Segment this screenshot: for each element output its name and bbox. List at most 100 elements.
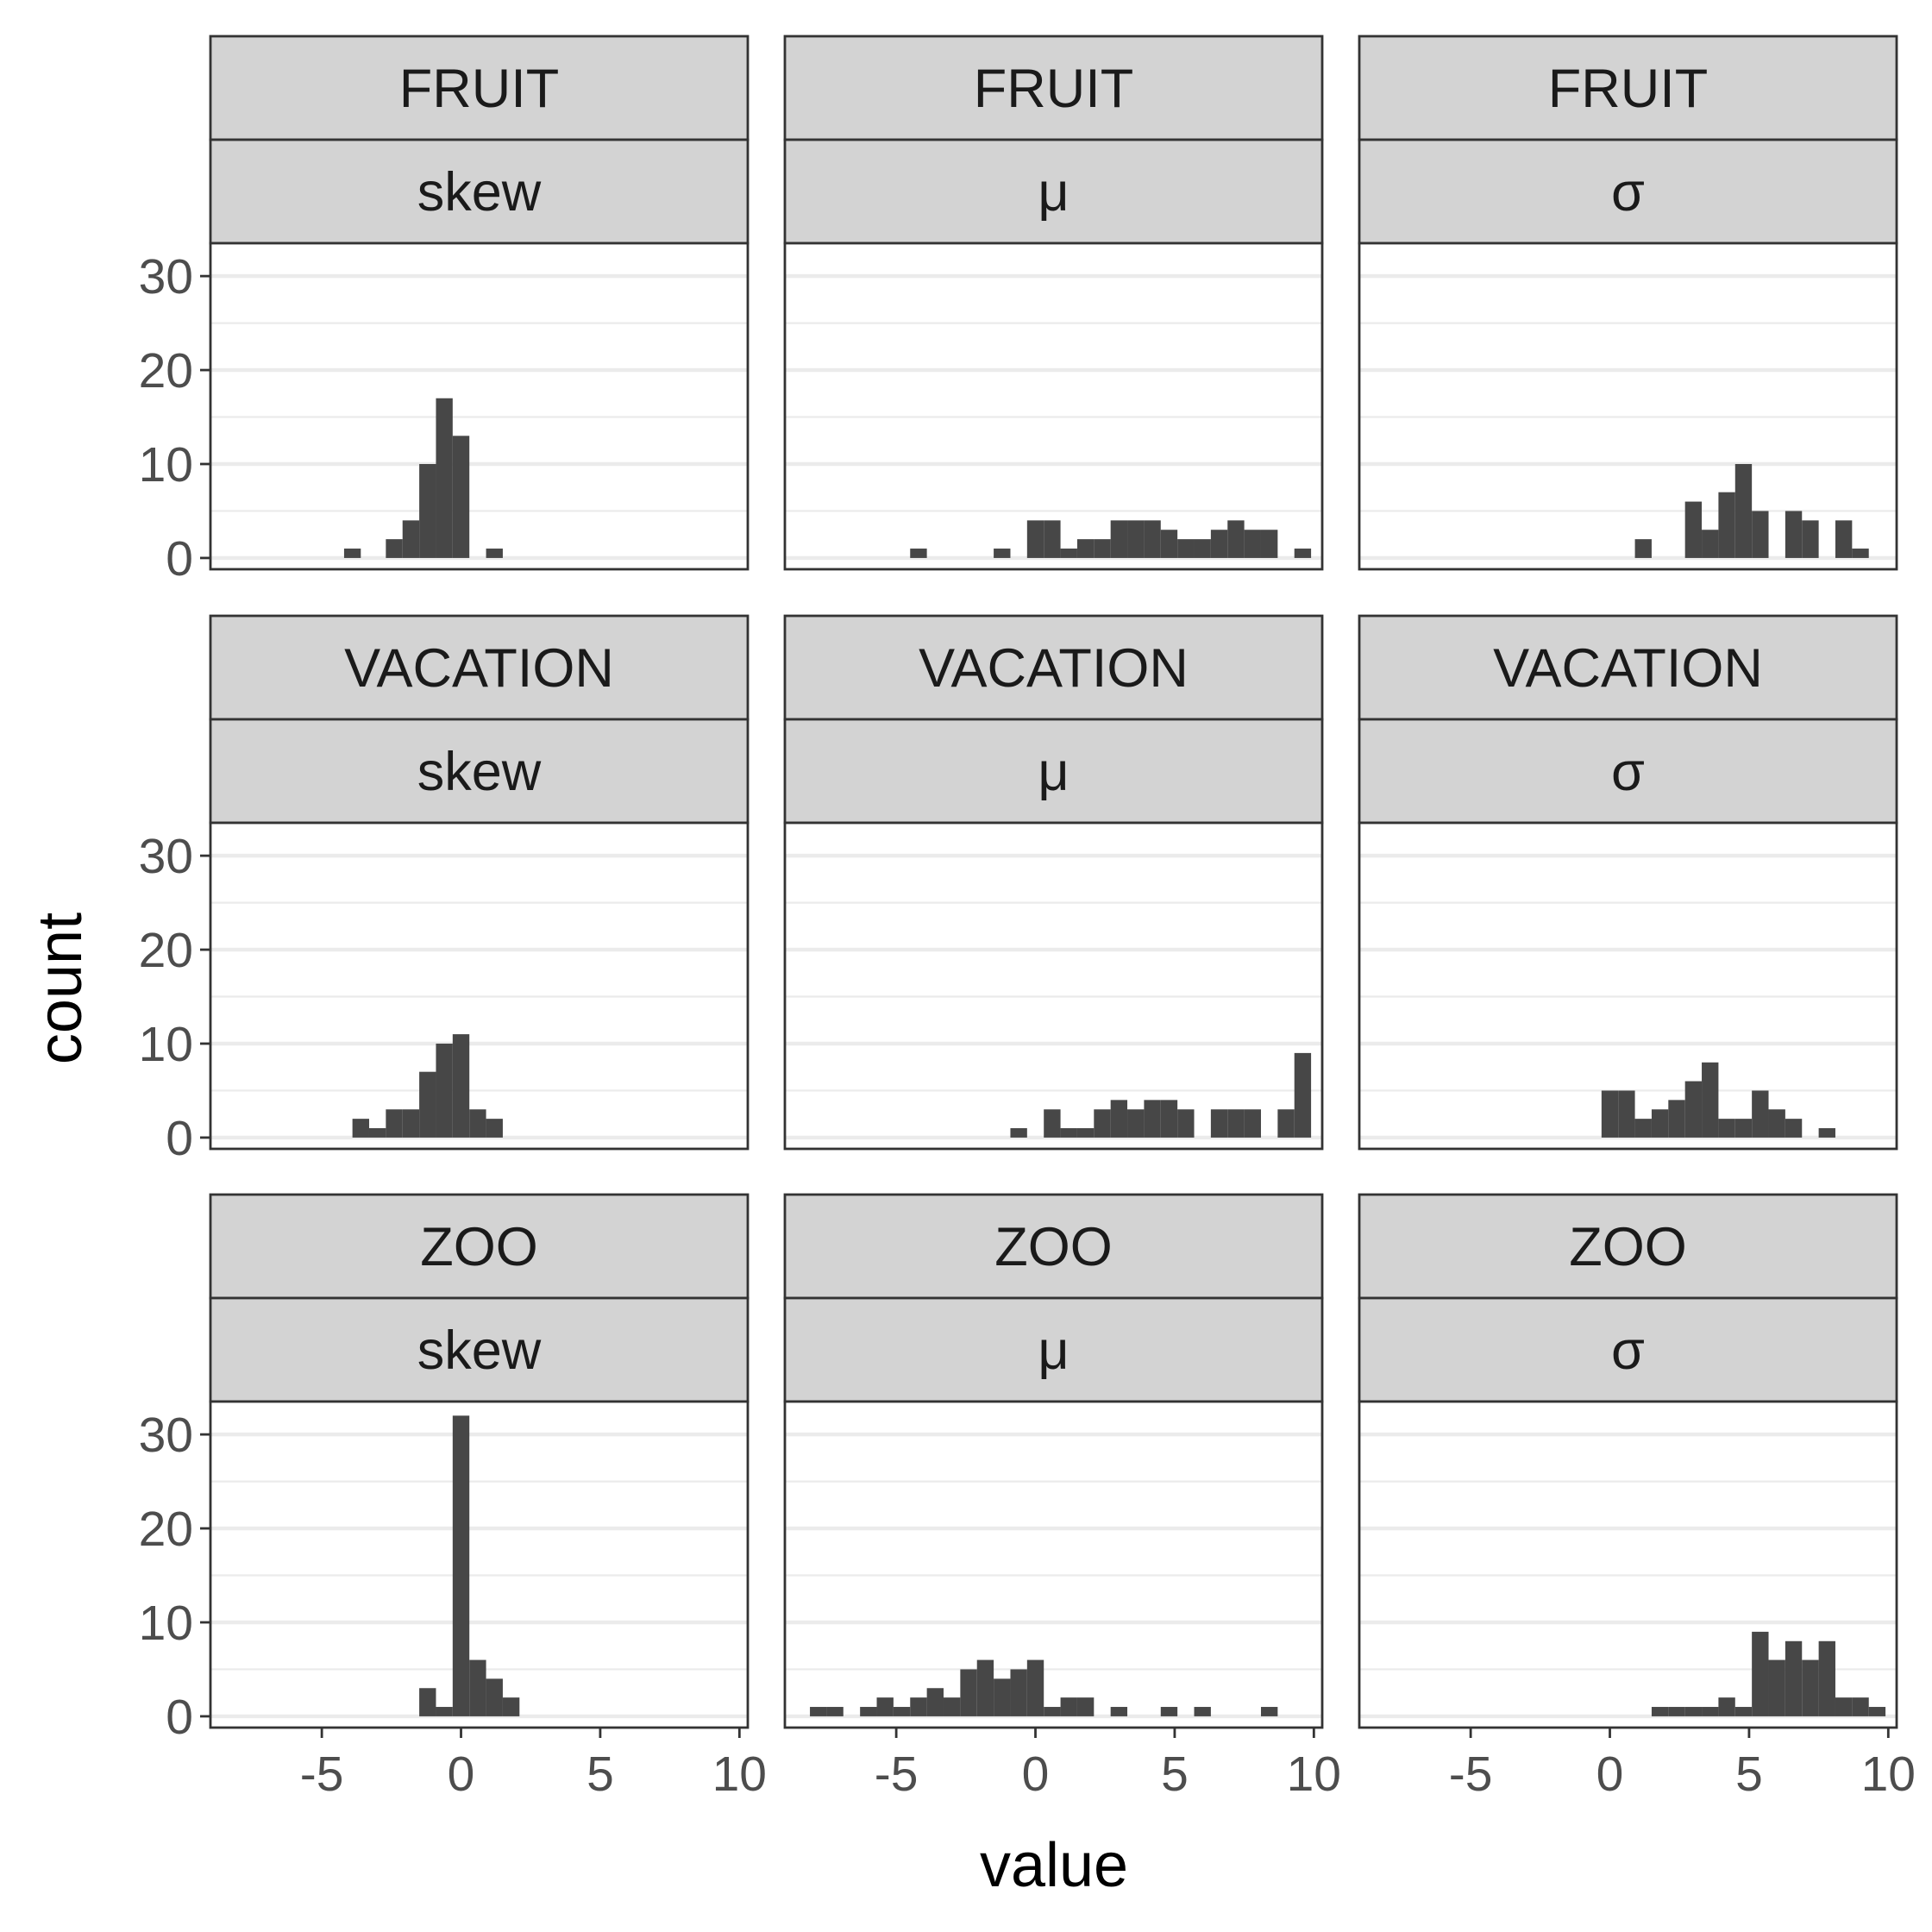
- histogram-bar: [1734, 1119, 1753, 1138]
- histogram-bar: [1094, 539, 1111, 558]
- x-tick-label: 0: [448, 1747, 475, 1802]
- histogram-bar: [1110, 1100, 1128, 1138]
- histogram-bar: [1194, 539, 1211, 558]
- histogram-bar: [976, 1659, 994, 1716]
- histogram-bar: [1835, 520, 1853, 558]
- histogram-bar: [1060, 549, 1077, 558]
- strip-col-label: μ: [1038, 1320, 1069, 1381]
- facet-panel: FRUIT μ: [783, 34, 1324, 571]
- strip-row-label: VACATION: [344, 638, 614, 699]
- histogram-bar: [1060, 1128, 1077, 1138]
- histogram-bar: [810, 1707, 827, 1716]
- histogram-bar: [1718, 1697, 1735, 1716]
- histogram-bar: [1852, 549, 1869, 558]
- histogram-bar: [1160, 1707, 1178, 1716]
- y-tick-label: 10: [139, 437, 193, 492]
- histogram-bar: [910, 549, 927, 558]
- strip-col-label: μ: [1038, 742, 1069, 802]
- histogram-bar: [1785, 1119, 1803, 1138]
- histogram-bar: [486, 1119, 503, 1138]
- x-axis-title: value: [980, 1831, 1128, 1900]
- y-tick-label: 20: [139, 1502, 193, 1557]
- y-tick-label: 10: [139, 1017, 193, 1072]
- strip-col-label: skew: [417, 1320, 542, 1381]
- histogram-bar: [994, 549, 1011, 558]
- histogram-bar: [1718, 1119, 1735, 1138]
- histogram-bar: [419, 1688, 436, 1716]
- histogram-bar: [1210, 530, 1228, 558]
- facet-panels: FRUIT skew 0 10 20 30 FRUIT μ FRUIT σ VACATION skew…: [139, 34, 1916, 1802]
- y-tick-label: 30: [139, 829, 193, 884]
- x-tick-label: -5: [300, 1747, 344, 1802]
- x-tick-label: 0: [1596, 1747, 1624, 1802]
- histogram-bar: [452, 436, 470, 558]
- histogram-bar: [1802, 520, 1819, 558]
- facet-panel: ZOO σ -5 0 5 10: [1358, 1193, 1916, 1802]
- panel-background: [210, 243, 748, 569]
- strip-row-background: [1358, 34, 1898, 141]
- histogram-bar: [1752, 511, 1769, 558]
- y-tick-label: 10: [139, 1596, 193, 1651]
- strip-col-label: μ: [1038, 162, 1069, 223]
- histogram-bar: [1094, 1109, 1111, 1138]
- panel-border: [1358, 1400, 1898, 1729]
- histogram-bar: [994, 1678, 1011, 1716]
- y-tick-label: 30: [139, 249, 193, 304]
- histogram-bar: [1684, 1081, 1703, 1138]
- facet-panel: VACATION σ: [1358, 614, 1898, 1151]
- y-tick-label: 0: [166, 1111, 193, 1166]
- strip-row-background: [209, 1193, 750, 1300]
- histogram-bar: [436, 1043, 453, 1138]
- histogram-bar: [402, 1109, 420, 1138]
- strip-col-background: [783, 718, 1324, 825]
- strip-col-background: [1358, 718, 1898, 825]
- panel-border: [783, 242, 1324, 571]
- x-tick-label: 5: [1735, 1747, 1763, 1802]
- strip-col-label: σ: [1611, 162, 1645, 223]
- histogram-bar: [1026, 520, 1044, 558]
- histogram-bar: [1010, 1669, 1027, 1716]
- histogram-bar: [943, 1697, 961, 1716]
- strip-col-background: [209, 138, 750, 245]
- strip-col-label: σ: [1611, 742, 1645, 802]
- x-tick-label: 5: [586, 1747, 614, 1802]
- histogram-bar: [1160, 530, 1178, 558]
- histogram-bar: [893, 1707, 911, 1716]
- x-tick-label: -5: [1449, 1747, 1493, 1802]
- histogram-bar: [1244, 530, 1261, 558]
- histogram-bar: [1060, 1697, 1077, 1716]
- histogram-bar: [1852, 1697, 1869, 1716]
- histogram-bar: [1144, 520, 1161, 558]
- facet-panel: VACATION μ: [783, 614, 1324, 1151]
- y-tick-label: 0: [166, 531, 193, 586]
- histogram-bar: [1044, 520, 1061, 558]
- y-axis-title: count: [26, 913, 95, 1064]
- x-tick-label: 10: [1287, 1747, 1341, 1802]
- histogram-bar: [910, 1697, 927, 1716]
- y-tick-label: 20: [139, 923, 193, 978]
- histogram-bar: [1177, 1109, 1195, 1138]
- histogram-bar: [486, 1678, 503, 1716]
- histogram-bar: [469, 1659, 486, 1716]
- histogram-bar: [1127, 1109, 1145, 1138]
- histogram-bar: [1734, 463, 1753, 558]
- strip-row-background: [1358, 1193, 1898, 1300]
- histogram-bar: [1194, 1707, 1211, 1716]
- panel-border: [783, 1400, 1324, 1729]
- strip-row-label: ZOO: [1569, 1217, 1687, 1277]
- histogram-bar: [1160, 1100, 1178, 1138]
- histogram-bar: [436, 1707, 453, 1716]
- histogram-bar: [402, 520, 420, 558]
- strip-col-background: [209, 718, 750, 825]
- histogram-bar: [1634, 539, 1652, 558]
- panel-border: [783, 821, 1324, 1151]
- strip-row-background: [209, 614, 750, 721]
- strip-col-background: [783, 1296, 1324, 1403]
- histogram-bar: [960, 1669, 977, 1716]
- strip-row-background: [783, 614, 1324, 721]
- x-tick-label: 10: [1861, 1747, 1916, 1802]
- panel-background: [210, 823, 748, 1149]
- histogram-bar: [1768, 1109, 1785, 1138]
- histogram-bar: [1177, 539, 1195, 558]
